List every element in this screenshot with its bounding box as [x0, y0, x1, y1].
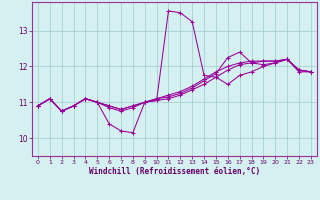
X-axis label: Windchill (Refroidissement éolien,°C): Windchill (Refroidissement éolien,°C)	[89, 167, 260, 176]
